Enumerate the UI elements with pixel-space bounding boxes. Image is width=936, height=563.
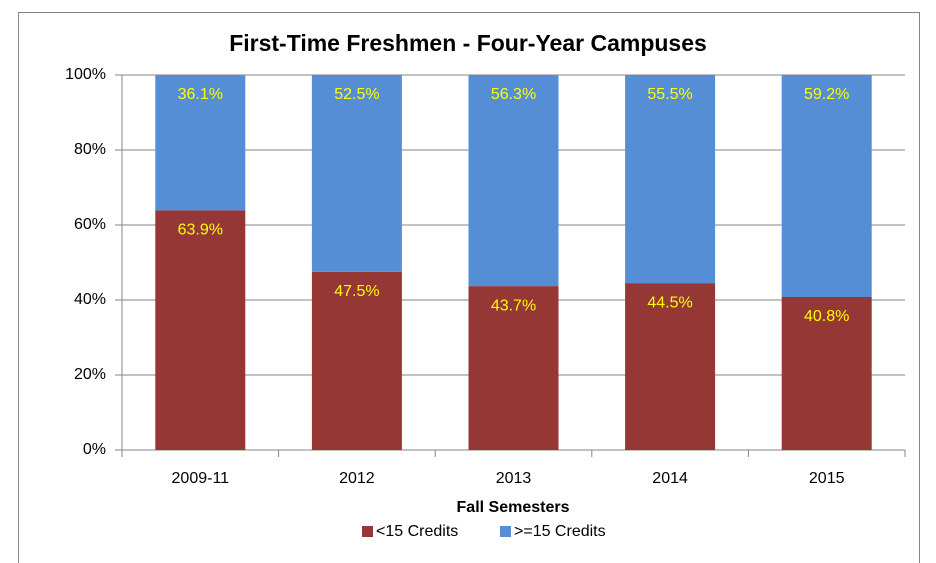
- value-label: 52.5%: [334, 86, 379, 103]
- y-tick-label: 100%: [65, 66, 106, 83]
- bar-segment: [781, 75, 872, 297]
- value-label: 63.9%: [178, 222, 223, 239]
- legend-swatch: [500, 526, 511, 537]
- legend-label: <15 Credits: [376, 523, 458, 540]
- bar-segment: [625, 75, 716, 284]
- y-tick-label: 0%: [83, 441, 106, 458]
- x-tick-label: 2009-11: [172, 470, 230, 487]
- y-tick-label: 60%: [74, 216, 106, 233]
- x-tick-label: 2014: [652, 470, 688, 487]
- bar-segment: [468, 75, 559, 287]
- x-tick-label: 2013: [496, 470, 532, 487]
- y-tick-label: 20%: [74, 366, 106, 383]
- value-label: 44.5%: [647, 294, 692, 311]
- legend-swatch: [362, 526, 373, 537]
- value-label: 43.7%: [491, 297, 536, 314]
- value-label: 47.5%: [334, 283, 379, 300]
- y-tick-label: 80%: [74, 141, 106, 158]
- bar-segment: [311, 75, 402, 272]
- x-tick-label: 2012: [339, 470, 375, 487]
- bar-segment: [155, 75, 246, 211]
- bar-segment: [468, 286, 559, 450]
- value-label: 40.8%: [804, 308, 849, 325]
- value-label: 56.3%: [491, 86, 536, 103]
- value-label: 55.5%: [647, 86, 692, 103]
- legend-label: >=15 Credits: [514, 523, 606, 540]
- bar-segment: [625, 283, 716, 450]
- y-tick-label: 40%: [74, 291, 106, 308]
- value-label: 36.1%: [178, 86, 223, 103]
- bar-segment: [781, 297, 872, 450]
- bar-segment: [311, 271, 402, 450]
- bar-segment: [155, 210, 246, 450]
- x-tick-label: 2015: [809, 470, 845, 487]
- chart-title: First-Time Freshmen - Four-Year Campuses: [229, 30, 707, 56]
- x-axis-title: Fall Semesters: [457, 499, 570, 516]
- value-label: 59.2%: [804, 86, 849, 103]
